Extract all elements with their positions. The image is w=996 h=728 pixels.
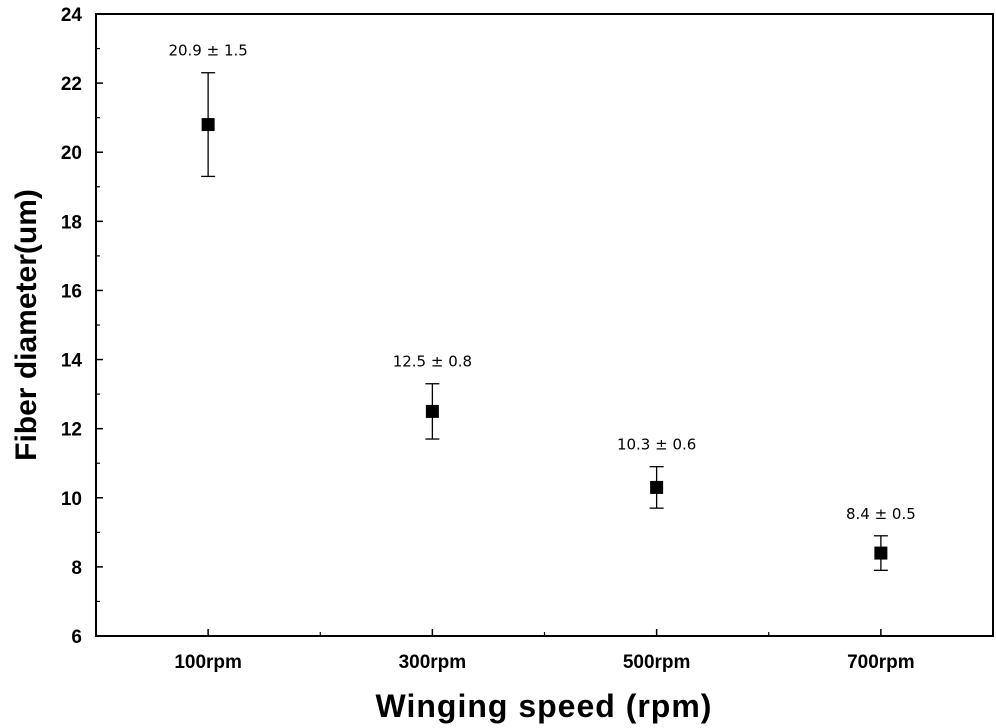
- x-axis-title: Winging speed (rpm): [376, 688, 713, 724]
- data-label: 10.3 ± 0.6: [617, 436, 696, 454]
- y-tick-label: 14: [61, 351, 83, 372]
- plot-frame: [95, 13, 994, 637]
- data-point: [425, 404, 439, 418]
- x-tick-label: 700rpm: [847, 652, 915, 673]
- x-tick-label: 300rpm: [399, 652, 467, 673]
- data-label: 12.5 ± 0.8: [393, 353, 472, 371]
- x-tick-label: 500rpm: [623, 652, 691, 673]
- x-axis-ticks: 100rpm 300rpm 500rpm 700rpm: [174, 629, 915, 673]
- y-tick-label: 22: [61, 74, 82, 95]
- y-tick-label: 8: [71, 558, 82, 579]
- data-label: 20.9 ± 1.5: [168, 42, 247, 60]
- data-label: 8.4 ± 0.5: [846, 505, 916, 523]
- y-tick-label: 12: [61, 420, 82, 441]
- y-axis-ticks: 6 8 10 12 14 16 18 20 22 24: [61, 5, 103, 648]
- y-tick-label: 20: [61, 143, 82, 164]
- data-marks: 20.9 ± 1.5 12.5 ± 0.8 10.3 ± 0.6 8.4 ± 0.5: [168, 42, 916, 571]
- y-tick-label: 16: [61, 281, 82, 302]
- data-point: [201, 118, 215, 132]
- y-axis-title: Fiber diameter(um): [10, 189, 43, 461]
- x-tick-label: 100rpm: [174, 652, 242, 673]
- y-tick-label: 18: [61, 212, 82, 233]
- data-point: [874, 546, 888, 560]
- data-point: [650, 480, 664, 494]
- y-tick-label: 6: [71, 627, 82, 648]
- y-tick-label: 24: [61, 5, 83, 26]
- y-tick-label: 10: [61, 489, 82, 510]
